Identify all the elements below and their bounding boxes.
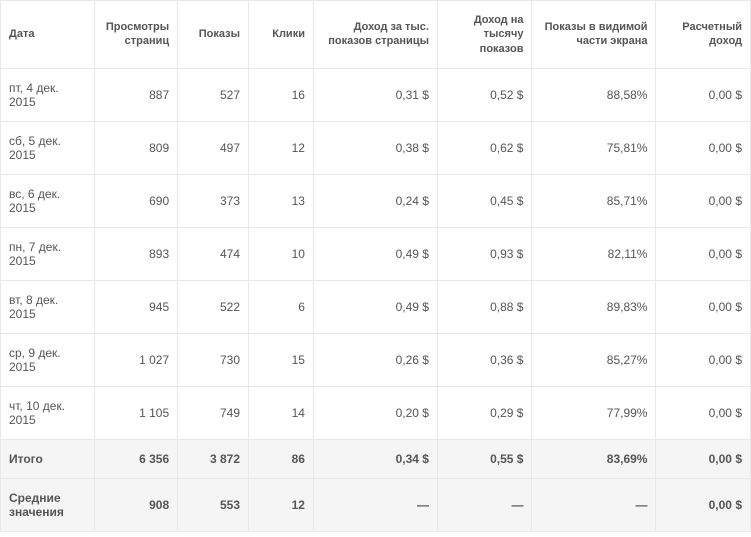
col-header-calc-revenue[interactable]: Расчетный доход bbox=[656, 1, 751, 69]
cell-calc: 0,00 $ bbox=[656, 174, 751, 227]
totals-clicks: 86 bbox=[249, 439, 314, 478]
cell-clicks: 13 bbox=[249, 174, 314, 227]
cell-rev2: 0,29 $ bbox=[437, 386, 531, 439]
cell-rev2: 0,88 $ bbox=[437, 280, 531, 333]
table-row: пт, 4 дек. 2015887527160,31 $0,52 $88,58… bbox=[1, 68, 751, 121]
cell-date: сб, 5 дек. 2015 bbox=[1, 121, 95, 174]
cell-views: 1 027 bbox=[95, 333, 178, 386]
cell-rev1: 0,49 $ bbox=[313, 280, 437, 333]
table-row: вс, 6 дек. 2015690373130,24 $0,45 $85,71… bbox=[1, 174, 751, 227]
cell-shows: 749 bbox=[178, 386, 249, 439]
col-header-views[interactable]: Просмотры страниц bbox=[95, 1, 178, 69]
totals-visible: 83,69% bbox=[532, 439, 656, 478]
col-header-date[interactable]: Дата bbox=[1, 1, 95, 69]
cell-clicks: 10 bbox=[249, 227, 314, 280]
cell-rev1: 0,20 $ bbox=[313, 386, 437, 439]
table-row: чт, 10 дек. 20151 105749140,20 $0,29 $77… bbox=[1, 386, 751, 439]
averages-clicks: 12 bbox=[249, 478, 314, 531]
cell-rev1: 0,24 $ bbox=[313, 174, 437, 227]
cell-visible: 75,81% bbox=[532, 121, 656, 174]
totals-rev1: 0,34 $ bbox=[313, 439, 437, 478]
cell-views: 893 bbox=[95, 227, 178, 280]
cell-rev2: 0,62 $ bbox=[437, 121, 531, 174]
cell-visible: 82,11% bbox=[532, 227, 656, 280]
col-header-clicks[interactable]: Клики bbox=[249, 1, 314, 69]
cell-calc: 0,00 $ bbox=[656, 68, 751, 121]
cell-visible: 89,83% bbox=[532, 280, 656, 333]
cell-date: вт, 8 дек. 2015 bbox=[1, 280, 95, 333]
cell-calc: 0,00 $ bbox=[656, 227, 751, 280]
cell-visible: 85,27% bbox=[532, 333, 656, 386]
cell-shows: 497 bbox=[178, 121, 249, 174]
cell-shows: 474 bbox=[178, 227, 249, 280]
averages-shows: 553 bbox=[178, 478, 249, 531]
cell-rev1: 0,38 $ bbox=[313, 121, 437, 174]
cell-visible: 88,58% bbox=[532, 68, 656, 121]
table-row: сб, 5 дек. 2015809497120,38 $0,62 $75,81… bbox=[1, 121, 751, 174]
cell-views: 809 bbox=[95, 121, 178, 174]
cell-shows: 730 bbox=[178, 333, 249, 386]
cell-date: пн, 7 дек. 2015 bbox=[1, 227, 95, 280]
cell-clicks: 15 bbox=[249, 333, 314, 386]
totals-rev2: 0,55 $ bbox=[437, 439, 531, 478]
averages-visible: — bbox=[532, 478, 656, 531]
cell-views: 887 bbox=[95, 68, 178, 121]
cell-clicks: 12 bbox=[249, 121, 314, 174]
totals-calc: 0,00 $ bbox=[656, 439, 751, 478]
averages-label: Средние значения bbox=[1, 478, 95, 531]
cell-calc: 0,00 $ bbox=[656, 280, 751, 333]
cell-rev1: 0,49 $ bbox=[313, 227, 437, 280]
cell-shows: 527 bbox=[178, 68, 249, 121]
totals-views: 6 356 bbox=[95, 439, 178, 478]
cell-clicks: 16 bbox=[249, 68, 314, 121]
cell-rev2: 0,36 $ bbox=[437, 333, 531, 386]
cell-rev1: 0,31 $ bbox=[313, 68, 437, 121]
cell-date: пт, 4 дек. 2015 bbox=[1, 68, 95, 121]
cell-date: вс, 6 дек. 2015 bbox=[1, 174, 95, 227]
totals-row: Итого 6 356 3 872 86 0,34 $ 0,55 $ 83,69… bbox=[1, 439, 751, 478]
averages-calc: 0,00 $ bbox=[656, 478, 751, 531]
cell-calc: 0,00 $ bbox=[656, 386, 751, 439]
cell-views: 690 bbox=[95, 174, 178, 227]
cell-date: ср, 9 дек. 2015 bbox=[1, 333, 95, 386]
table-row: пн, 7 дек. 2015893474100,49 $0,93 $82,11… bbox=[1, 227, 751, 280]
averages-rev1: — bbox=[313, 478, 437, 531]
cell-calc: 0,00 $ bbox=[656, 333, 751, 386]
col-header-rev-per-thousand[interactable]: Доход на тысячу показов bbox=[437, 1, 531, 69]
cell-views: 945 bbox=[95, 280, 178, 333]
cell-calc: 0,00 $ bbox=[656, 121, 751, 174]
cell-views: 1 105 bbox=[95, 386, 178, 439]
averages-rev2: — bbox=[437, 478, 531, 531]
cell-rev2: 0,52 $ bbox=[437, 68, 531, 121]
cell-clicks: 14 bbox=[249, 386, 314, 439]
cell-shows: 373 bbox=[178, 174, 249, 227]
cell-clicks: 6 bbox=[249, 280, 314, 333]
col-header-rev-per-thousand-page[interactable]: Доход за тыс. показов страницы bbox=[313, 1, 437, 69]
cell-shows: 522 bbox=[178, 280, 249, 333]
totals-shows: 3 872 bbox=[178, 439, 249, 478]
averages-views: 908 bbox=[95, 478, 178, 531]
cell-rev2: 0,93 $ bbox=[437, 227, 531, 280]
cell-rev2: 0,45 $ bbox=[437, 174, 531, 227]
table-row: вт, 8 дек. 201594552260,49 $0,88 $89,83%… bbox=[1, 280, 751, 333]
col-header-visible-shows[interactable]: Показы в видимой части экрана bbox=[532, 1, 656, 69]
cell-visible: 77,99% bbox=[532, 386, 656, 439]
table-header-row: Дата Просмотры страниц Показы Клики Дохо… bbox=[1, 1, 751, 69]
stats-table: Дата Просмотры страниц Показы Клики Дохо… bbox=[0, 0, 751, 532]
cell-date: чт, 10 дек. 2015 bbox=[1, 386, 95, 439]
table-row: ср, 9 дек. 20151 027730150,26 $0,36 $85,… bbox=[1, 333, 751, 386]
averages-row: Средние значения 908 553 12 — — — 0,00 $ bbox=[1, 478, 751, 531]
totals-label: Итого bbox=[1, 439, 95, 478]
cell-rev1: 0,26 $ bbox=[313, 333, 437, 386]
col-header-shows[interactable]: Показы bbox=[178, 1, 249, 69]
cell-visible: 85,71% bbox=[532, 174, 656, 227]
